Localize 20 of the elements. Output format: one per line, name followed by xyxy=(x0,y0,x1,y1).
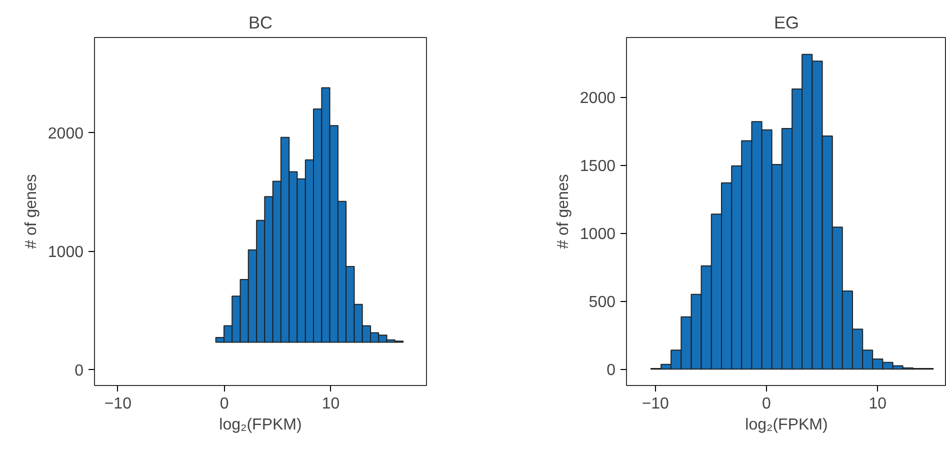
y-tick-label: 1000 xyxy=(580,226,616,244)
x-tick-label: 10 xyxy=(868,396,887,412)
x-tick-label: 0 xyxy=(220,396,229,412)
x-tick-label: −10 xyxy=(642,396,670,412)
x-tick-label: 0 xyxy=(762,396,772,412)
y-tick-label: 0 xyxy=(606,362,616,380)
chart-title: BC xyxy=(248,12,273,32)
y-tick-label: 0 xyxy=(74,362,84,380)
y-tick-label: 1500 xyxy=(580,158,616,176)
x-axis-title: log₂(FPKM) xyxy=(745,416,828,434)
y-tick-label: 1000 xyxy=(48,244,84,262)
chart-title: EG xyxy=(774,12,800,32)
x-tick-label: −10 xyxy=(104,396,132,412)
x-tick-label: 10 xyxy=(322,396,340,412)
y-tick-label: 500 xyxy=(588,294,616,312)
y-tick-label: 2000 xyxy=(580,90,616,108)
y-axis-title: # of genes xyxy=(554,174,572,249)
y-axis-title: # of genes xyxy=(22,174,40,249)
y-tick-label: 2000 xyxy=(48,126,84,143)
x-axis-title: log₂(FPKM) xyxy=(219,416,302,434)
